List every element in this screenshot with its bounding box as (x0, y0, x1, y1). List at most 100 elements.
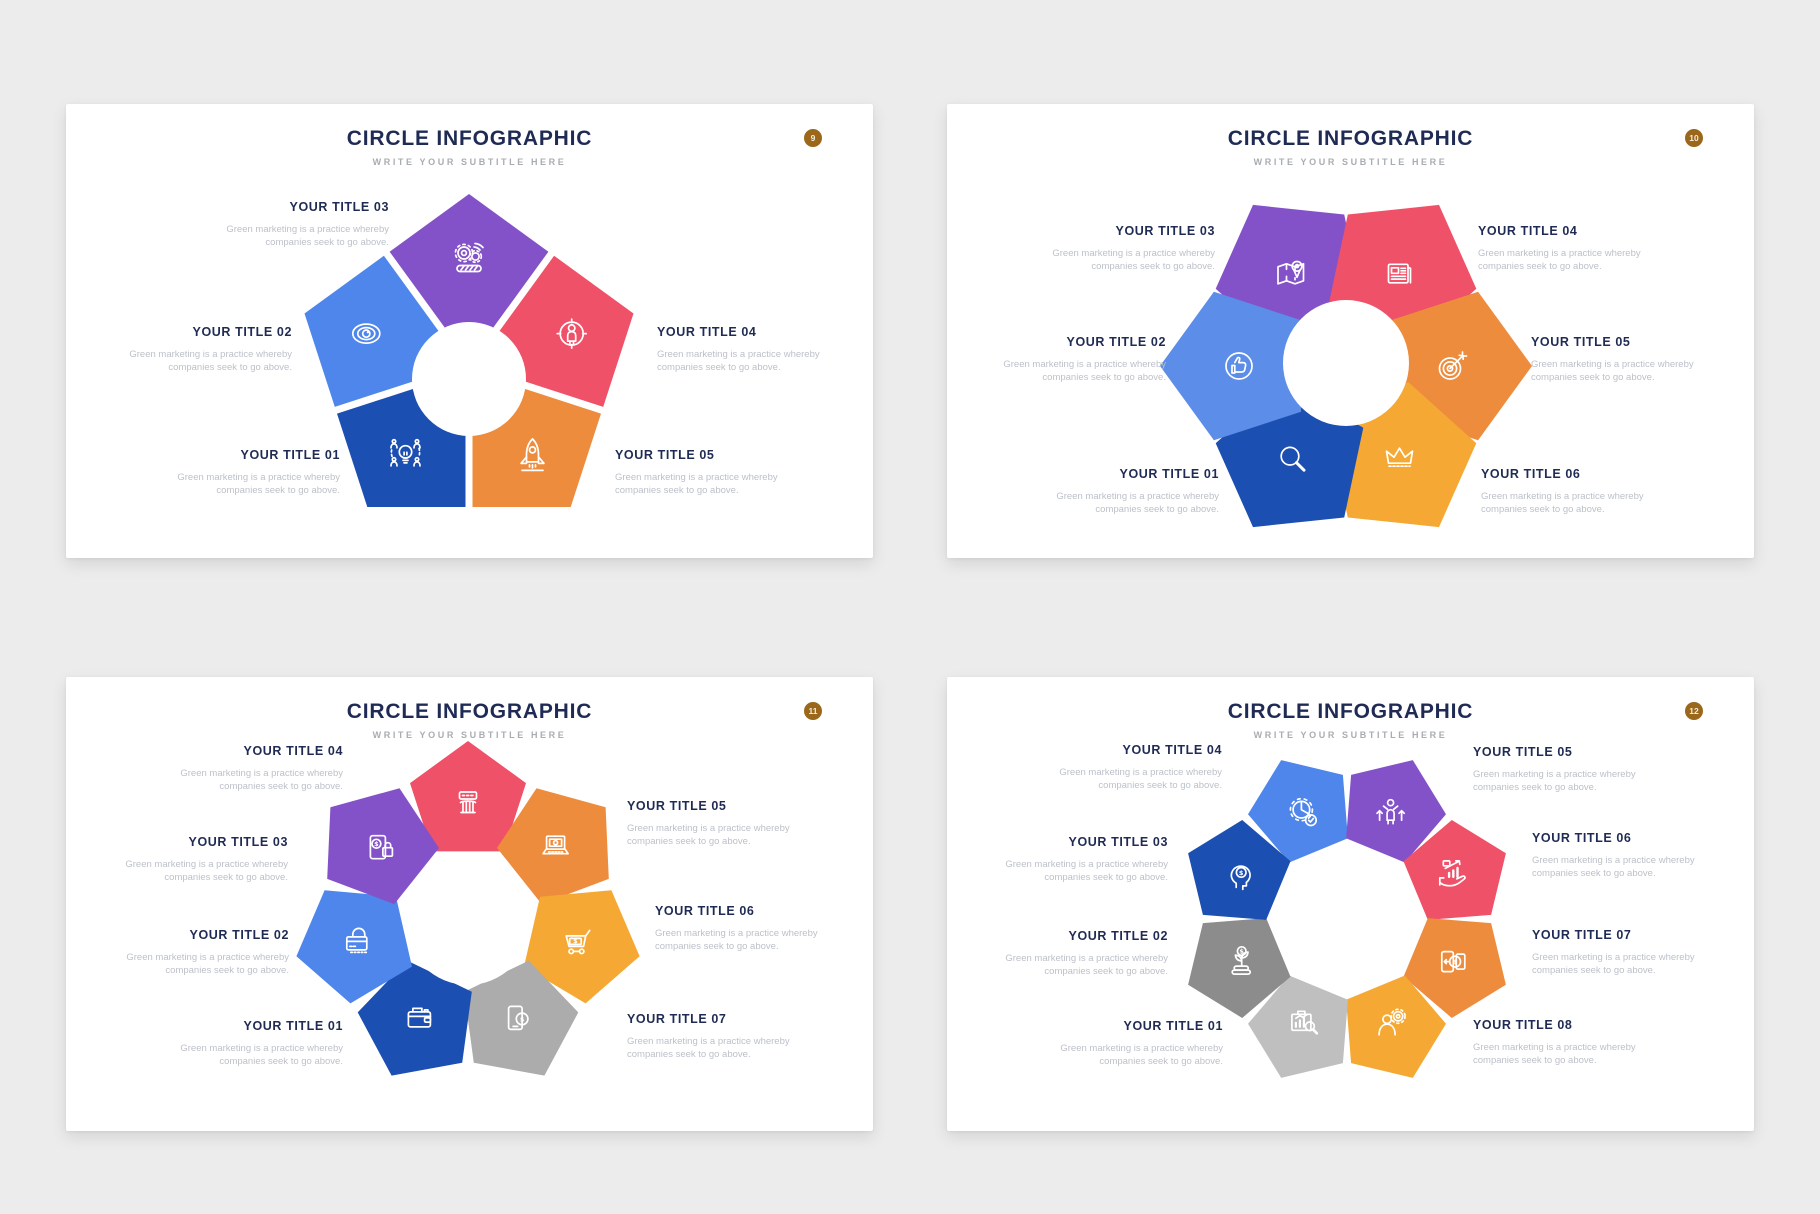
center-circle (412, 322, 526, 436)
label-title: YOUR TITLE 05 (1531, 335, 1631, 349)
slide-title: CIRCLE INFOGRAPHIC (346, 127, 593, 150)
label-title: YOUR TITLE 01 (240, 448, 340, 462)
label-desc-line1: Green marketing is a practice whereby (1481, 491, 1644, 502)
slide-number-badge: 10 (1685, 129, 1703, 147)
svg-text:$: $ (1239, 869, 1244, 877)
label-desc: Green marketing is a practice whereby com… (180, 767, 343, 793)
label-desc-line1: Green marketing is a practice whereby (627, 823, 790, 834)
label-desc-line1: Green marketing is a practice whereby (1473, 769, 1636, 780)
label-title: YOUR TITLE 01 (243, 1019, 343, 1033)
label-desc-line2: companies seek to go above. (627, 1049, 751, 1060)
label-01: YOUR TITLE 01 Green marketing is a practi… (180, 1018, 343, 1068)
card-lock-icon (345, 927, 368, 954)
segment-03 (327, 788, 439, 905)
svg-text:$: $ (573, 937, 578, 945)
label-01: YOUR TITLE 01 Green marketing is a practi… (177, 447, 340, 497)
segment-02 (1188, 918, 1291, 1018)
segment-06 (1403, 820, 1506, 920)
segment-07 (464, 960, 579, 1076)
svg-text:$: $ (1453, 958, 1458, 966)
label-desc-line2: companies seek to go above. (1091, 261, 1215, 272)
label-06: YOUR TITLE 06 Green marketing is a practi… (655, 903, 818, 953)
label-desc-line2: companies seek to go above. (1098, 780, 1222, 791)
label-desc: Green marketing is a practice whereby com… (1532, 854, 1695, 880)
label-08: YOUR TITLE 08 Green marketing is a practi… (1473, 1017, 1636, 1067)
slide-10: CIRCLE INFOGRAPHIC WRITE YOUR SUBTITLE HE… (947, 104, 1754, 558)
label-desc-line1: Green marketing is a practice whereby (1059, 767, 1222, 778)
label-desc-line1: Green marketing is a practice whereby (627, 1036, 790, 1047)
segment-03 (1188, 820, 1291, 920)
label-desc-line1: Green marketing is a practice whereby (126, 952, 289, 963)
label-title: YOUR TITLE 08 (1473, 1018, 1573, 1032)
tablet-secure-pay-icon: $ (369, 834, 394, 860)
label-desc-line2: companies seek to go above. (164, 872, 288, 883)
label-02: YOUR TITLE 02 Green marketing is a practi… (1003, 334, 1166, 384)
label-desc: Green marketing is a practice whereby com… (1532, 951, 1695, 977)
label-title: YOUR TITLE 05 (1473, 745, 1573, 759)
magnifier-icon (1280, 446, 1306, 472)
label-05: YOUR TITLE 05 Green marketing is a practi… (1531, 334, 1694, 384)
label-desc-line2: companies seek to go above. (1481, 504, 1605, 515)
label-desc: Green marketing is a practice whereby com… (1005, 858, 1168, 884)
label-title: YOUR TITLE 03 (188, 835, 288, 849)
segment-01 (1248, 975, 1348, 1078)
label-desc-line1: Green marketing is a practice whereby (1005, 953, 1168, 964)
label-desc-line1: Green marketing is a practice whereby (1473, 1042, 1636, 1053)
winner-growth-icon (1376, 798, 1406, 825)
money-growth-icon: $ (1231, 945, 1252, 975)
person-target-icon (556, 318, 588, 349)
label-desc: Green marketing is a practice whereby com… (1473, 1041, 1636, 1067)
label-03: YOUR TITLE 03 Green marketing is a practi… (125, 834, 288, 884)
label-desc-line1: Green marketing is a practice whereby (1532, 952, 1695, 963)
label-desc: Green marketing is a practice whereby com… (1481, 490, 1644, 516)
label-03: YOUR TITLE 03 Green marketing is a practi… (226, 199, 389, 249)
label-02: YOUR TITLE 02 Green marketing is a practi… (129, 324, 292, 374)
label-desc-line1: Green marketing is a practice whereby (129, 349, 292, 360)
label-title: YOUR TITLE 06 (1481, 467, 1581, 481)
label-desc: Green marketing is a practice whereby com… (1052, 247, 1215, 273)
label-desc-line2: companies seek to go above. (165, 965, 289, 976)
label-06: YOUR TITLE 06 Green marketing is a practi… (1532, 830, 1695, 880)
label-title: YOUR TITLE 04 (1478, 224, 1578, 238)
label-desc: Green marketing is a practice whereby com… (1060, 1042, 1223, 1068)
label-desc-line2: companies seek to go above. (1473, 1055, 1597, 1066)
newspaper-icon (1387, 263, 1412, 284)
label-desc-line2: companies seek to go above. (1044, 966, 1168, 977)
team-idea-icon (390, 438, 421, 467)
label-07: YOUR TITLE 07 Green marketing is a practi… (1532, 927, 1695, 977)
label-desc-line1: Green marketing is a practice whereby (1532, 855, 1695, 866)
segment-03 (389, 194, 549, 361)
slide-number-badge: 12 (1685, 702, 1703, 720)
label-desc-line2: companies seek to go above. (216, 485, 340, 496)
label-desc-line2: companies seek to go above. (1473, 782, 1597, 793)
gear-check-icon (1289, 797, 1318, 827)
label-desc-line1: Green marketing is a practice whereby (180, 1043, 343, 1054)
slide-number-badge: 11 (804, 702, 822, 720)
label-desc-line1: Green marketing is a practice whereby (1478, 248, 1641, 259)
dart-target-icon (1438, 351, 1468, 380)
label-desc: Green marketing is a practice whereby com… (627, 822, 790, 848)
label-desc-line2: companies seek to go above. (1478, 261, 1602, 272)
head-dollar-icon: $ (1230, 865, 1251, 891)
label-title: YOUR TITLE 06 (655, 904, 755, 918)
label-desc: Green marketing is a practice whereby com… (126, 951, 289, 977)
thumb-up-icon (1225, 352, 1253, 380)
label-desc: Green marketing is a practice whereby com… (1473, 768, 1636, 794)
label-desc-line2: companies seek to go above. (219, 1056, 343, 1067)
label-title: YOUR TITLE 03 (1068, 835, 1168, 849)
label-desc-line1: Green marketing is a practice whereby (1003, 359, 1166, 370)
circle-infographic-shape: $ $ $ (1188, 760, 1506, 1078)
label-desc-line2: companies seek to go above. (627, 836, 751, 847)
label-desc: Green marketing is a practice whereby com… (1059, 766, 1222, 792)
label-title: YOUR TITLE 01 (1123, 1019, 1223, 1033)
label-title: YOUR TITLE 02 (1068, 929, 1168, 943)
label-desc: Green marketing is a practice whereby com… (1478, 247, 1641, 273)
label-desc: Green marketing is a practice whereby com… (226, 223, 389, 249)
slide-number-badge: 9 (804, 129, 822, 147)
label-title: YOUR TITLE 07 (627, 1012, 727, 1026)
segment-04 (1248, 760, 1348, 863)
label-desc-line2: companies seek to go above. (657, 362, 781, 373)
card-pin-icon (458, 791, 478, 814)
label-desc-line2: companies seek to go above. (1095, 504, 1219, 515)
label-title: YOUR TITLE 05 (627, 799, 727, 813)
